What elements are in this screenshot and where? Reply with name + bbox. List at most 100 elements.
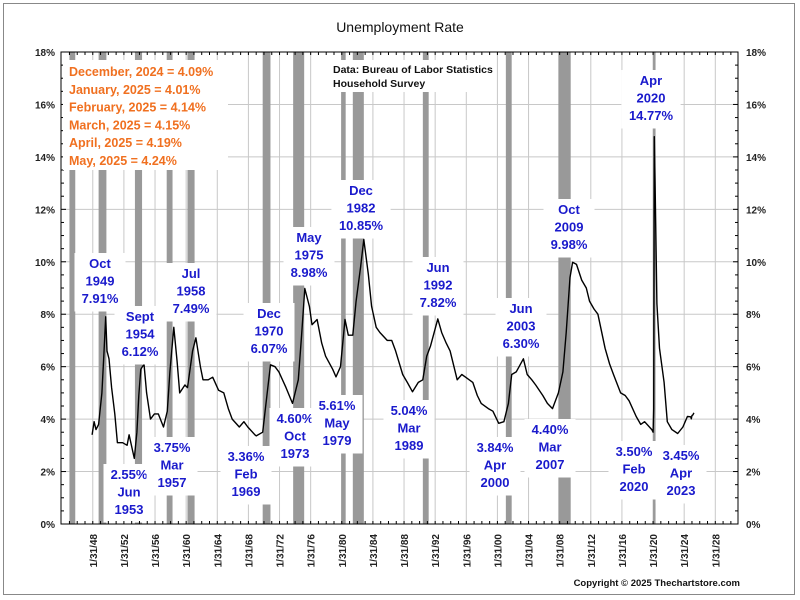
annotation-text: 1975 [295, 248, 324, 263]
annotation-text: Mar [397, 421, 420, 436]
data-annotation: Apr 2020 14.77% [621, 70, 681, 129]
x-tick-label: 1/31/24 [680, 534, 691, 568]
annotation-text: 2020 [637, 91, 666, 106]
annotation-background [469, 437, 521, 496]
annotation-text: 6.07% [251, 341, 288, 356]
annotation-text: May [296, 230, 322, 245]
annotation-background [103, 464, 155, 523]
annotation-text: 5.61% [319, 398, 356, 413]
x-tick-label: 1/31/08 [556, 534, 567, 568]
annotation-text: May [324, 416, 350, 431]
x-tick-label: 1/31/68 [244, 534, 255, 568]
annotation-text: 1989 [395, 438, 424, 453]
x-tick-label: 1/31/12 [587, 534, 598, 568]
annotation-background [243, 303, 295, 362]
annotation-text: 1954 [126, 327, 156, 342]
data-annotation: Sept 1954 6.12% [114, 306, 166, 365]
y-tick-label-left: 4% [41, 415, 56, 426]
annotation-text: 9.98% [551, 237, 588, 252]
y-tick-label-left: 14% [35, 153, 55, 164]
y-tick-label-left: 0% [41, 520, 56, 531]
data-annotation: 3.36% Feb 1969 [220, 446, 272, 505]
y-tick-label-right: 2% [746, 468, 761, 479]
unemployment-rate-line [91, 135, 695, 460]
x-tick-label: 1/31/76 [307, 534, 318, 568]
x-tick-label: 1/31/56 [151, 534, 162, 568]
annotation-text: 3.36% [228, 449, 265, 464]
x-tick-label: 1/31/28 [711, 534, 722, 568]
x-tick-label: 1/31/72 [276, 534, 287, 568]
annotation-text: Oct [89, 256, 111, 271]
data-annotation: 3.45% Apr 2023 [655, 445, 707, 504]
data-annotation: 3.75% Mar 1957 [146, 437, 198, 496]
annotation-text: Feb [234, 467, 257, 482]
data-annotation: 3.50% Feb 2020 [608, 441, 660, 500]
annotation-background [412, 257, 464, 316]
recession-bar [134, 52, 143, 524]
data-annotation: Dec 1970 6.07% [243, 303, 295, 362]
y-tick-label-right: 12% [746, 205, 766, 216]
annotation-text: 14.77% [629, 108, 674, 123]
annotation-text: 4.40% [532, 422, 569, 437]
recent-value: January, 2025 = 4.01% [69, 83, 200, 97]
annotation-background [495, 298, 547, 357]
data-annotation: 2.55% Jun 1953 [103, 464, 155, 523]
annotation-text: Sept [126, 309, 155, 324]
y-tick-label-left: 6% [41, 363, 56, 374]
annotation-text: 1958 [177, 284, 206, 299]
annotation-text: 6.12% [122, 344, 159, 359]
x-tick-label: 1/31/52 [120, 534, 131, 568]
annotation-text: 2.55% [111, 467, 148, 482]
y-tick-label-right: 4% [746, 415, 761, 426]
annotation-text: 3.45% [663, 448, 700, 463]
recession-bar [293, 52, 305, 524]
annotation-text: Jul [182, 266, 201, 281]
data-annotation: 5.04% Mar 1989 [383, 400, 435, 459]
x-tick-label: 1/31/92 [431, 534, 442, 568]
annotation-background [331, 180, 391, 239]
annotation-background [114, 306, 166, 365]
recent-values-background [63, 60, 228, 170]
annotation-text: 2009 [555, 220, 584, 235]
y-tick-label-left: 12% [35, 205, 55, 216]
annotation-background [543, 199, 595, 258]
annotation-text: Mar [538, 440, 561, 455]
y-tick-label-left: 18% [35, 48, 55, 59]
annotation-text: 5.04% [391, 403, 428, 418]
annotation-background [524, 419, 576, 478]
annotation-text: 1957 [158, 475, 187, 490]
data-annotation: Jun 2003 6.30% [495, 298, 547, 357]
annotation-text: 7.49% [173, 301, 210, 316]
y-tick-label-right: 0% [746, 520, 761, 531]
recent-value: February, 2025 = 4.14% [69, 101, 206, 115]
x-tick-label: 1/31/16 [618, 534, 629, 568]
annotation-text: 8.98% [291, 265, 328, 280]
annotation-text: 2003 [507, 319, 536, 334]
annotation-text: 1973 [281, 446, 310, 461]
x-tick-label: 1/31/64 [213, 534, 224, 568]
annotation-text: 3.75% [154, 440, 191, 455]
annotation-text: 1949 [86, 274, 115, 289]
annotation-text: 1969 [232, 484, 261, 499]
annotation-text: Oct [558, 202, 580, 217]
y-tick-label-right: 14% [746, 153, 766, 164]
annotation-text: 2020 [620, 479, 649, 494]
annotation-text: 10.85% [339, 218, 384, 233]
annotation-text: Oct [284, 429, 306, 444]
recession-bar [558, 52, 571, 524]
x-tick-label: 1/31/00 [493, 534, 504, 568]
annotation-background [283, 227, 335, 286]
annotation-background [383, 400, 435, 459]
x-tick-label: 1/31/80 [338, 534, 349, 568]
recent-value: March, 2025 = 4.15% [69, 118, 190, 132]
recent-value: April, 2025 = 4.19% [69, 136, 182, 150]
annotation-text: Apr [484, 458, 506, 473]
y-tick-label-right: 16% [746, 100, 766, 111]
annotation-text: 1953 [115, 502, 144, 517]
data-annotation: 5.61% May 1979 [311, 395, 363, 454]
annotation-text: Apr [640, 73, 662, 88]
data-annotation: May 1975 8.98% [283, 227, 335, 286]
chart-title: Unemployment Rate [336, 19, 464, 35]
recession-bar [262, 52, 271, 524]
